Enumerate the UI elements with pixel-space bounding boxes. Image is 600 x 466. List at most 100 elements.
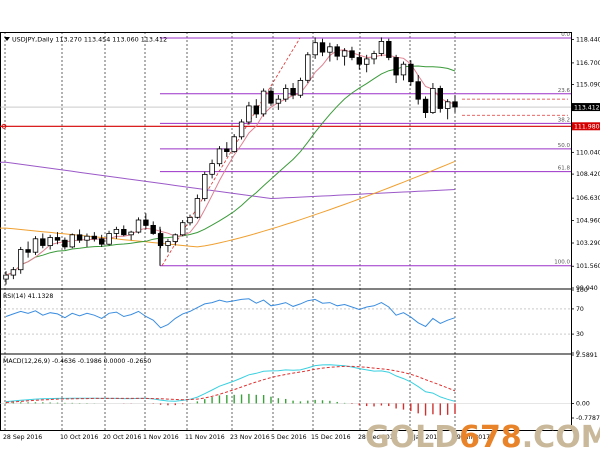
candle-bearish — [99, 238, 105, 245]
fib-level-label: 23.6 — [558, 88, 571, 94]
fib-level-label: 61.8 — [558, 166, 571, 172]
watermark-prefix: GOLD — [365, 420, 459, 455]
price-marker-label: 111.980 — [574, 123, 600, 130]
x-tick-label: 10 Oct 2016 — [60, 434, 98, 441]
y-tick-label: 116.700 — [576, 60, 600, 67]
y-tick-label: 101.560 — [576, 263, 600, 270]
candle-bearish — [150, 224, 156, 234]
fibonacci-levels: 0.0 23.6 38.2 50.0 61.8 100.0 — [160, 32, 571, 267]
candle-bullish — [3, 274, 9, 280]
candle-bearish — [76, 234, 83, 241]
candle-bullish — [327, 46, 333, 53]
watermark-suffix: .COM — [522, 420, 600, 455]
rsi-tick-label: 100 — [576, 287, 588, 294]
candle-bullish — [231, 136, 237, 153]
candle-bullish — [128, 231, 134, 236]
macd-signal-line — [5, 365, 456, 403]
candle-bearish — [157, 233, 164, 247]
watermark-logo: GOLD678.COM — [365, 420, 600, 455]
candle-bearish — [349, 50, 355, 58]
candle-bullish — [47, 237, 53, 247]
candle-bullish — [341, 50, 348, 57]
candle-bullish — [246, 105, 252, 123]
rsi-line — [5, 298, 456, 329]
candle-bullish — [371, 53, 377, 60]
macd-tick-label: 2.5891 — [576, 352, 598, 359]
candle-bullish — [444, 101, 451, 109]
candle-bearish — [422, 98, 429, 113]
x-tick-label: 9 Jan 2017 — [408, 434, 441, 441]
candle-bearish — [54, 237, 61, 241]
ma-mid-line — [5, 65, 456, 276]
candle-bearish — [290, 88, 296, 96]
candle-bullish — [17, 249, 24, 271]
candle-bullish — [135, 219, 142, 233]
candle-bullish — [209, 163, 215, 175]
candle-bullish — [363, 58, 370, 65]
candle-bearish — [393, 57, 399, 76]
x-tick-label: 19 Jan 2017 — [453, 434, 490, 441]
y-tick-label: 118.440 — [576, 37, 600, 44]
symbol-header: USDJPY,Daily 113.270 113.454 113.060 113… — [12, 36, 167, 44]
fib-level-label: 0.0 — [561, 32, 570, 38]
macd-main-line — [5, 364, 456, 403]
candle-bullish — [69, 234, 75, 248]
price-marker-label: 113.412 — [574, 104, 600, 111]
macd-tick-label: -0.7787 — [576, 415, 600, 422]
candle-bullish — [305, 54, 311, 81]
candle-bullish — [202, 173, 208, 199]
candle-bullish — [165, 241, 171, 246]
x-tick-label: 20 Oct 2016 — [103, 434, 141, 441]
candle-bearish — [224, 148, 230, 152]
x-tick-label: 28 Dec 2016 — [358, 434, 398, 441]
y-tick-label: 106.630 — [576, 195, 600, 202]
watermark-number: 678 — [459, 420, 522, 455]
support-level-handle — [1, 123, 7, 129]
candle-bullish — [216, 148, 223, 165]
candle-bearish — [253, 105, 259, 115]
y-tick-label: 110.040 — [576, 149, 600, 156]
candle-bearish — [415, 81, 421, 100]
ma-slow-line — [0, 160, 456, 248]
macd-histogram — [5, 393, 456, 416]
candle-bullish — [282, 88, 289, 100]
y-tick-label: 103.290 — [576, 240, 600, 247]
x-tick-label: 28 Sep 2016 — [3, 434, 42, 441]
candle-bullish — [32, 238, 39, 253]
fib-level-label: 38.2 — [558, 117, 570, 123]
candle-bearish — [143, 219, 149, 226]
candle-bearish — [334, 46, 340, 57]
candle-bullish — [187, 216, 193, 224]
candle-bullish — [297, 80, 304, 96]
candles — [3, 37, 458, 285]
candle-bearish — [356, 57, 362, 65]
y-tick-label: 115.090 — [576, 82, 600, 89]
x-tick-label: 5 Dec 2016 — [271, 434, 307, 441]
candle-bearish — [121, 228, 127, 236]
watermark-text: GOLD678.COM — [365, 420, 600, 455]
candle-bullish — [194, 198, 201, 218]
price-marker-box — [572, 122, 600, 131]
macd-tick-label: 0.00 — [576, 400, 590, 407]
candle-bullish — [179, 222, 186, 236]
candle-bearish — [386, 41, 392, 58]
fib-level-label: 100.0 — [554, 260, 570, 266]
candle-bearish — [40, 238, 46, 246]
rsi-tick-label: 0 — [576, 350, 580, 357]
macd-title: MACD(12,26,9) -0.4636 -0.1986 0.0000 -0.… — [3, 358, 151, 365]
candle-bullish — [106, 233, 112, 245]
x-tick-label: 15 Dec 2016 — [311, 434, 351, 441]
price-marker-box — [572, 103, 600, 112]
candle-bullish — [10, 269, 17, 276]
candle-bullish — [260, 90, 267, 115]
symbol-dropdown-icon — [4, 37, 10, 41]
candle-bearish — [62, 239, 68, 248]
x-tick-label: 1 Nov 2016 — [143, 434, 179, 441]
candle-bullish — [84, 235, 90, 241]
y-tick-label: 99.940 — [576, 285, 598, 292]
candle-bullish — [172, 234, 178, 242]
chart-frame — [0, 32, 572, 431]
fib-level-label: 50.0 — [558, 143, 571, 149]
y-tick-label: 108.420 — [576, 171, 600, 178]
